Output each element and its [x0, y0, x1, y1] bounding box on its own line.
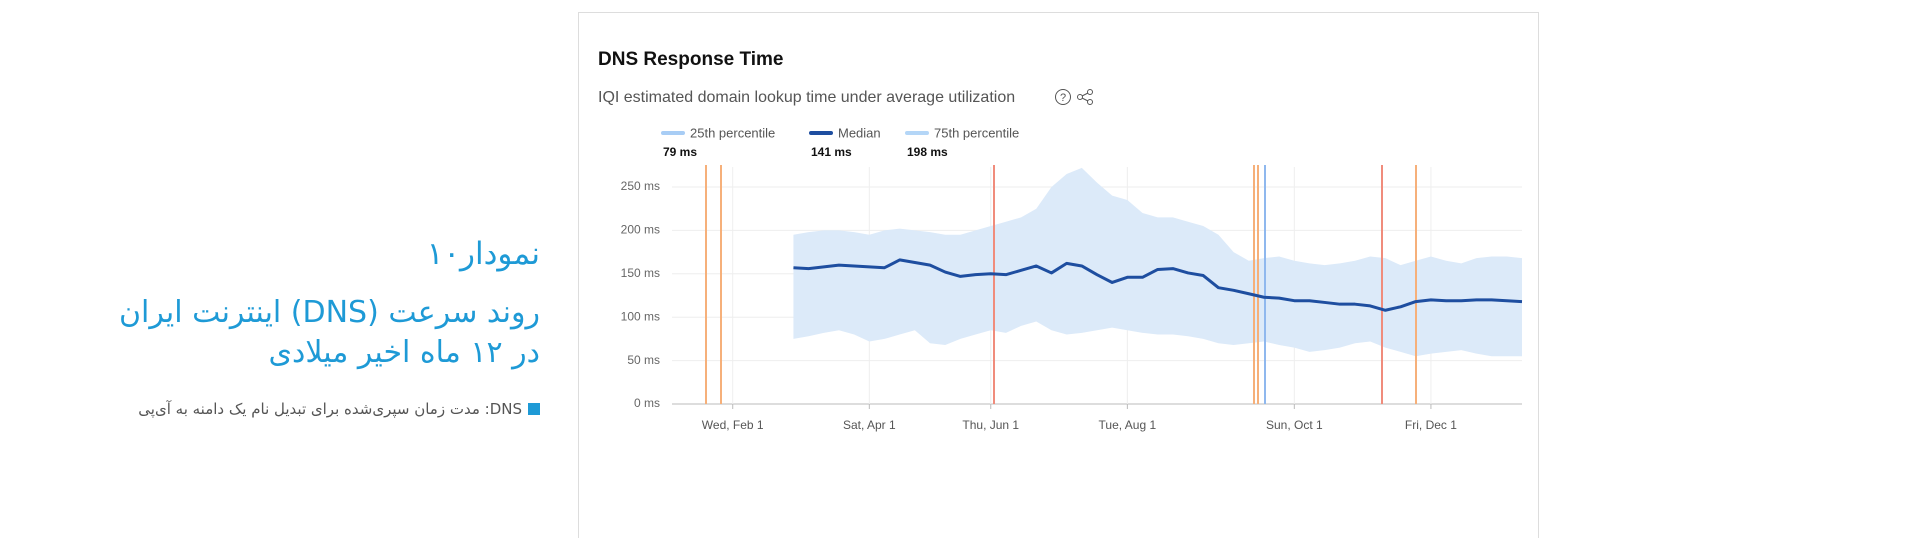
y-tick-label: 0 ms	[634, 396, 660, 410]
x-tick-label: Wed, Feb 1	[702, 418, 764, 432]
legend-summary: 198 ms	[907, 145, 948, 159]
legend-label: 75th percentile	[934, 125, 1019, 140]
y-tick-label: 250 ms	[621, 179, 660, 193]
caption-text: DNS: مدت زمان سپری‌شده برای تبدیل نام یک…	[138, 400, 522, 418]
legend-summary: 79 ms	[663, 145, 697, 159]
x-tick-label: Sat, Apr 1	[843, 418, 896, 432]
help-icon[interactable]	[1055, 89, 1071, 105]
figure-number: نمودار۱۰	[426, 236, 540, 272]
x-tick-label: Fri, Dec 1	[1405, 418, 1457, 432]
x-tick-label: Tue, Aug 1	[1099, 418, 1157, 432]
caption-bullet	[528, 403, 540, 415]
legend-label: Median	[838, 125, 881, 140]
event-lines	[705, 165, 1417, 404]
help-icon-glyph: ?	[1060, 92, 1066, 104]
legend-summary: 141 ms	[811, 145, 852, 159]
median-line	[793, 258, 1523, 312]
chart-title: DNS Response Time	[598, 49, 783, 70]
y-tick-label: 50 ms	[627, 353, 660, 367]
caption: DNS: مدت زمان سپری‌شده برای تبدیل نام یک…	[138, 400, 540, 418]
x-tick-label: Thu, Jun 1	[962, 418, 1019, 432]
legend-label: 25th percentile	[690, 125, 775, 140]
share-icon[interactable]	[1077, 89, 1093, 105]
figure-title-line: روند سرعت (DNS) اینترنت ایران	[118, 295, 540, 330]
y-tick-label: 150 ms	[621, 266, 660, 280]
percentile-band	[793, 167, 1522, 357]
x-tick-label: Sun, Oct 1	[1266, 418, 1323, 432]
figure-title-line: در ۱۲ ماه اخیر میلادی	[268, 335, 540, 370]
y-tick-label: 200 ms	[621, 223, 660, 237]
y-tick-label: 100 ms	[621, 309, 660, 323]
chart-subtitle: IQI estimated domain lookup time under a…	[598, 89, 1015, 106]
